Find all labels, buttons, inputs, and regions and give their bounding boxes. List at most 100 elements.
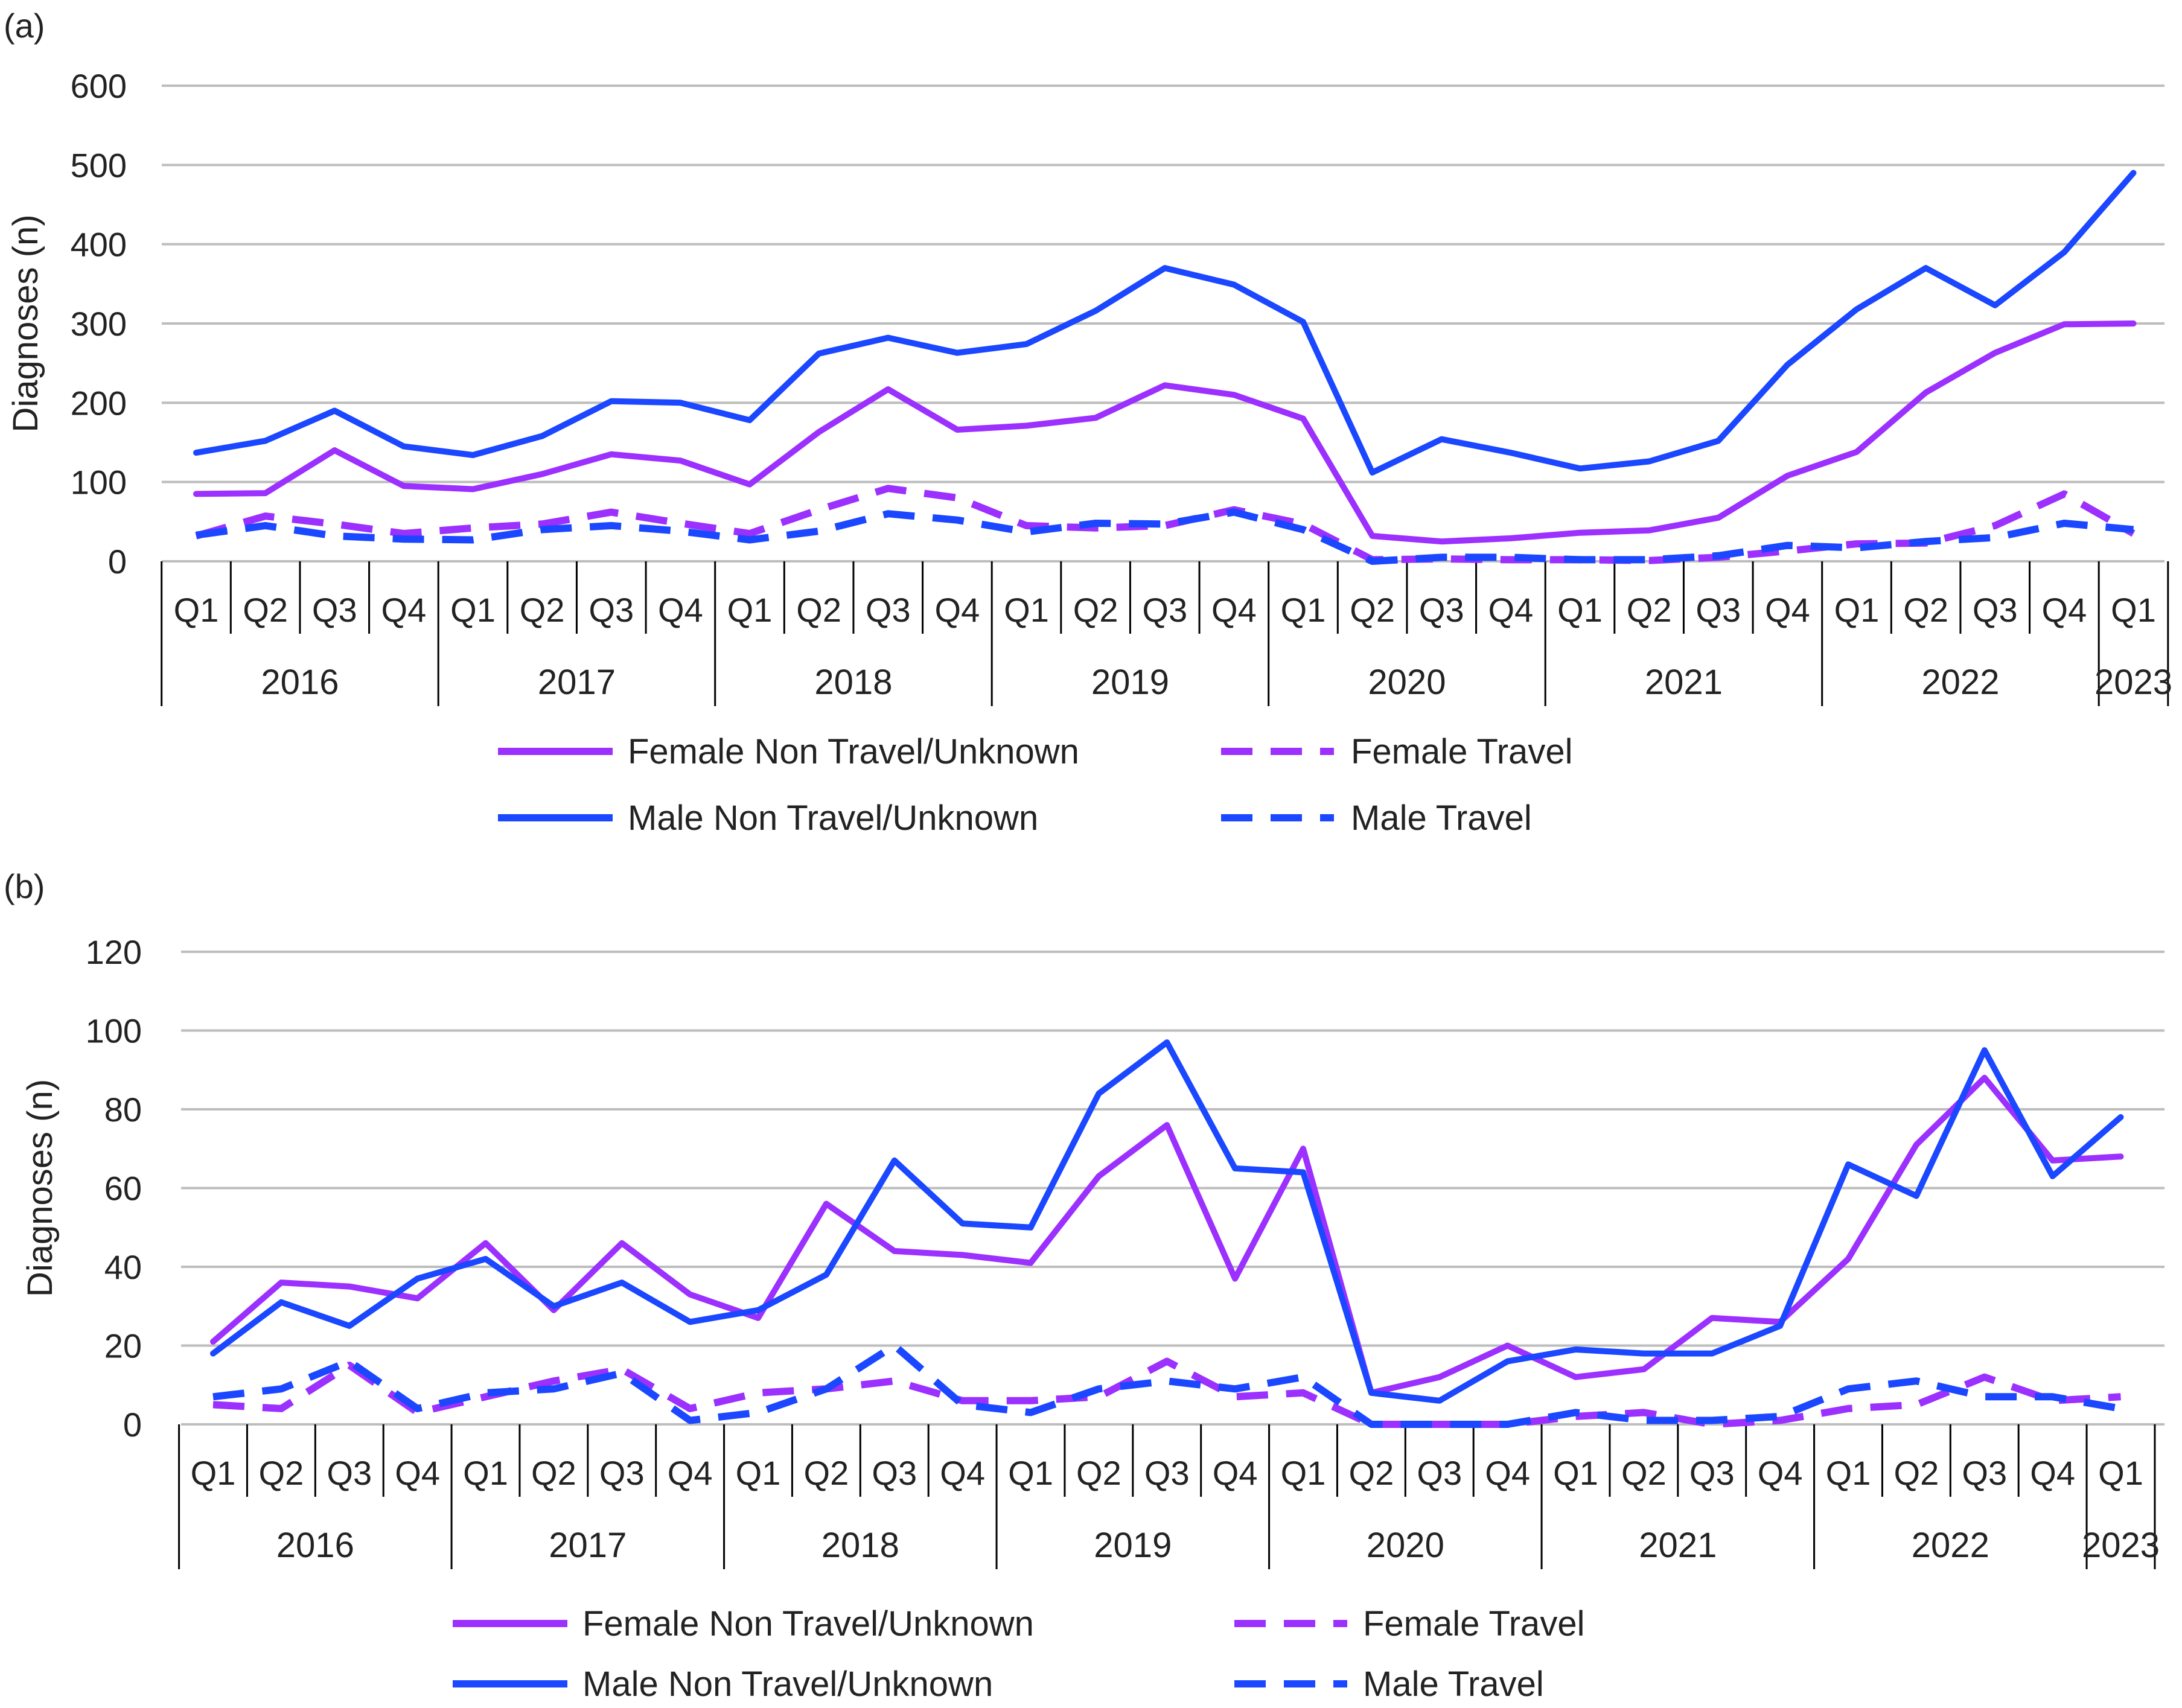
x-tick-quarter: Q2 <box>1894 1454 1939 1492</box>
series-line-male-non-travel-unknown <box>193 170 2137 476</box>
x-tick-quarter: Q4 <box>1765 591 1810 629</box>
legend-label: Male Travel <box>1351 798 1532 838</box>
x-tick-quarter: Q1 <box>1557 591 1603 629</box>
series-line-female-travel <box>212 1357 2121 1428</box>
x-tick-quarter: Q3 <box>1419 591 1464 629</box>
x-tick-quarter: Q3 <box>1144 1454 1190 1492</box>
y-tick-label: 100 <box>86 1012 142 1050</box>
x-tick-quarter: Q3 <box>866 591 911 629</box>
x-tick-quarter: Q3 <box>589 591 634 629</box>
legend-label: Female Non Travel/Unknown <box>628 732 1079 771</box>
x-tick-year: 2018 <box>814 663 892 702</box>
x-tick-quarter: Q3 <box>312 591 357 629</box>
x-tick-quarter: Q3 <box>1973 591 2018 629</box>
y-tick-label: 300 <box>71 305 127 343</box>
x-tick-quarter: Q1 <box>191 1454 236 1492</box>
x-tick-quarter: Q2 <box>1076 1454 1121 1492</box>
x-tick-quarter: Q3 <box>1696 591 1741 629</box>
x-tick-quarter: Q1 <box>1008 1454 1053 1492</box>
x-tick-quarter: Q4 <box>2030 1454 2075 1492</box>
x-tick-quarter: Q2 <box>1903 591 1948 629</box>
y-tick-label: 600 <box>71 67 127 105</box>
x-tick-quarter: Q4 <box>1485 1454 1530 1492</box>
x-tick-quarter: Q1 <box>1826 1454 1871 1492</box>
x-tick-quarter: Q4 <box>940 1454 985 1492</box>
x-tick-quarter: Q3 <box>1962 1454 2007 1492</box>
y-tick-label: 0 <box>123 1406 142 1444</box>
x-tick-year: 2023 <box>2094 663 2172 702</box>
x-tick-quarter: Q3 <box>327 1454 372 1492</box>
x-tick-quarter: Q1 <box>1834 591 1880 629</box>
series-line-male-non-travel-unknown <box>210 1039 2124 1404</box>
x-tick-quarter: Q1 <box>2098 1454 2143 1492</box>
legend-label: Male Non Travel/Unknown <box>582 1665 993 1704</box>
x-tick-quarter: Q1 <box>727 591 773 629</box>
y-tick-label: 120 <box>86 933 142 971</box>
series-line-female-non-travel-unknown <box>193 320 2137 545</box>
y-tick-label: 20 <box>104 1327 142 1365</box>
x-tick-year: 2021 <box>1639 1526 1717 1565</box>
x-tick-quarter: Q3 <box>599 1454 645 1492</box>
x-tick-year: 2016 <box>276 1526 354 1565</box>
x-tick-quarter: Q3 <box>1689 1454 1735 1492</box>
y-tick-label: 200 <box>71 384 127 422</box>
y-axis-label: Diagnoses (n) <box>21 1079 60 1297</box>
x-tick-quarter: Q1 <box>1281 1454 1326 1492</box>
x-tick-year: 2020 <box>1368 663 1446 702</box>
legend-label: Male Non Travel/Unknown <box>628 798 1038 838</box>
x-tick-year: 2018 <box>821 1526 899 1565</box>
x-tick-year: 2019 <box>1091 663 1169 702</box>
y-tick-label: 500 <box>71 146 127 184</box>
series-line-male-travel <box>212 1342 2122 1428</box>
x-tick-quarter: Q3 <box>872 1454 917 1492</box>
x-tick-quarter: Q2 <box>1621 1454 1667 1492</box>
x-tick-quarter: Q3 <box>1417 1454 1462 1492</box>
x-tick-quarter: Q4 <box>1758 1454 1803 1492</box>
series-line-male-travel <box>196 508 2134 565</box>
x-tick-quarter: Q4 <box>658 591 703 629</box>
x-tick-quarter: Q1 <box>2111 591 2156 629</box>
x-tick-quarter: Q2 <box>1073 591 1118 629</box>
x-tick-quarter: Q3 <box>1142 591 1187 629</box>
legend-label: Female Travel <box>1363 1604 1584 1643</box>
x-tick-quarter: Q1 <box>450 591 496 629</box>
x-tick-quarter: Q2 <box>1349 1454 1394 1492</box>
x-tick-year: 2022 <box>1921 663 1999 702</box>
panel-label: (a) <box>4 7 45 45</box>
panel-label: (b) <box>4 867 45 905</box>
x-tick-quarter: Q2 <box>243 591 288 629</box>
x-tick-quarter: Q4 <box>1213 1454 1258 1492</box>
x-tick-year: 2016 <box>261 663 339 702</box>
y-tick-label: 40 <box>104 1248 142 1286</box>
x-tick-quarter: Q4 <box>935 591 980 629</box>
x-tick-quarter: Q1 <box>1553 1454 1598 1492</box>
x-tick-year: 2017 <box>549 1526 627 1565</box>
legend-label: Female Non Travel/Unknown <box>582 1604 1034 1643</box>
x-tick-quarter: Q1 <box>736 1454 781 1492</box>
y-axis-label: Diagnoses (n) <box>6 214 45 432</box>
y-tick-label: 0 <box>108 543 127 581</box>
x-tick-year: 2021 <box>1645 663 1723 702</box>
y-tick-label: 400 <box>71 226 127 264</box>
legend-label: Female Travel <box>1351 732 1572 771</box>
x-tick-quarter: Q2 <box>520 591 565 629</box>
x-tick-year: 2022 <box>1912 1526 1989 1565</box>
legend-label: Male Travel <box>1363 1665 1544 1704</box>
chart-panel-a: (a) 0 100 200 300 400 500 600 Diagnoses (n) Q1 Q2 Q… <box>4 7 2172 838</box>
x-tick-quarter: Q2 <box>531 1454 576 1492</box>
x-tick-quarter: Q4 <box>1488 591 1534 629</box>
x-tick-quarter: Q1 <box>1004 591 1049 629</box>
x-tick-year: 2023 <box>2082 1526 2160 1565</box>
y-tick-label: 100 <box>71 464 127 502</box>
series-line-female-travel <box>195 485 2136 564</box>
x-tick-quarter: Q4 <box>668 1454 713 1492</box>
x-tick-quarter: Q1 <box>1281 591 1326 629</box>
x-tick-quarter: Q1 <box>174 591 219 629</box>
x-tick-quarter: Q4 <box>381 591 427 629</box>
x-tick-year: 2019 <box>1094 1526 1172 1565</box>
y-tick-label: 80 <box>104 1091 142 1129</box>
x-tick-year: 2020 <box>1367 1526 1444 1565</box>
x-tick-quarter: Q1 <box>463 1454 508 1492</box>
